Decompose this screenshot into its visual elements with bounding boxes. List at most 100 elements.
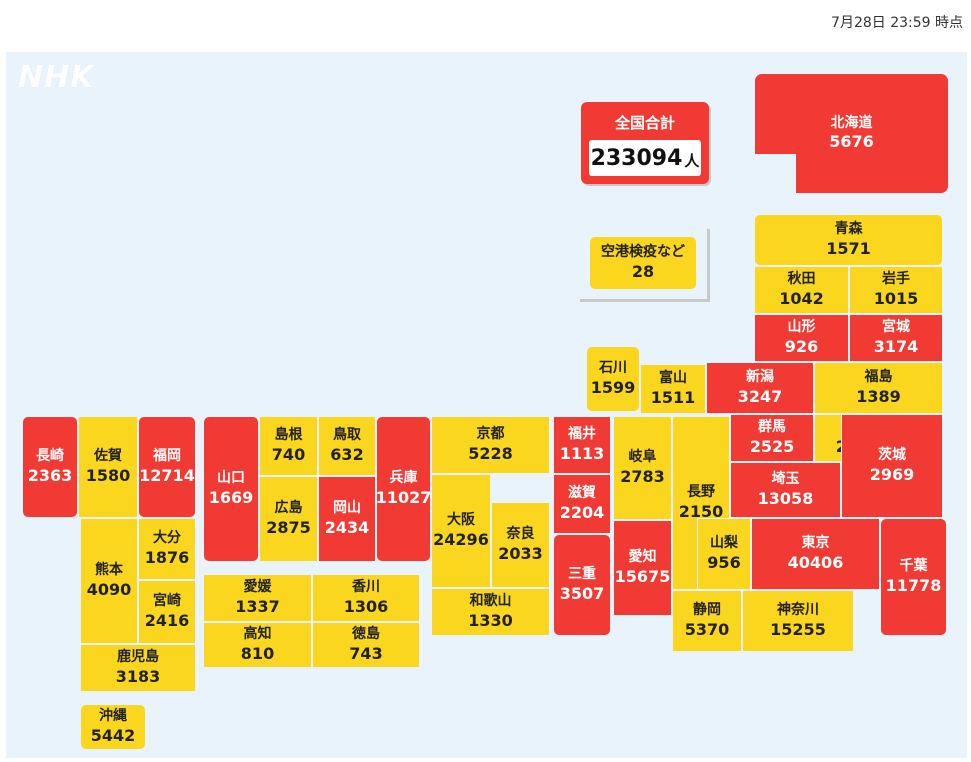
prefecture-count: 2783 [620, 466, 665, 486]
timestamp: 7月28日 23:59 時点 [831, 15, 963, 31]
prefecture-name: 大分 [153, 530, 181, 547]
prefecture-count: 743 [349, 643, 383, 663]
prefecture-aomori: 青森 1571 [754, 214, 943, 266]
prefecture-count: 956 [707, 552, 741, 572]
prefecture-name: 神奈川 [777, 602, 819, 619]
national-total-value-box: 233094 人 [589, 140, 701, 176]
prefecture-count: 15255 [770, 619, 826, 639]
prefecture-ishikawa: 石川 1599 [586, 346, 640, 412]
prefecture-tokyo: 東京 40406 [751, 518, 880, 590]
prefecture-tottori: 鳥取 632 [318, 416, 376, 476]
prefecture-count: 28 [631, 261, 655, 281]
prefecture-count: 1669 [208, 487, 254, 507]
prefecture-count: 1511 [650, 387, 696, 407]
prefecture-count: 2363 [27, 465, 73, 485]
prefecture-count: 3247 [737, 386, 783, 406]
prefecture-akita: 秋田 1042 [754, 266, 849, 314]
prefecture-name: 香川 [352, 579, 380, 596]
prefecture-name: 鹿児島 [117, 649, 159, 666]
prefecture-name: 山梨 [710, 535, 738, 552]
prefecture-oita: 大分 1876 [138, 518, 196, 580]
prefecture-osaka: 大阪 24296 [431, 474, 491, 588]
prefecture-name: 三重 [568, 566, 596, 583]
prefecture-count: 1337 [235, 596, 280, 616]
prefecture-count: 1330 [468, 610, 513, 630]
prefecture-name: 山形 [787, 319, 816, 336]
prefecture-mie: 三重 3507 [553, 534, 611, 636]
prefecture-count: 1599 [590, 377, 636, 397]
prefecture-count: 2033 [498, 543, 543, 563]
prefecture-name: 宮崎 [153, 593, 181, 610]
prefecture-name: 石川 [599, 360, 627, 377]
prefecture-name: 秋田 [787, 271, 816, 288]
prefecture-name: 山口 [217, 470, 245, 487]
prefecture-kochi: 高知 810 [203, 622, 312, 668]
prefecture-name: 滋賀 [568, 485, 596, 502]
prefecture-shizuoka: 静岡 5370 [672, 590, 742, 652]
prefecture-name: 広島 [274, 500, 303, 517]
prefecture-saga: 佐賀 1580 [78, 416, 138, 518]
prefecture-name: 福岡 [153, 448, 181, 465]
prefecture-name: 長崎 [36, 448, 64, 465]
prefecture-count: 13058 [757, 488, 814, 508]
prefecture-gifu: 岐阜 2783 [613, 416, 672, 520]
prefecture-wakayama: 和歌山 1330 [431, 588, 550, 636]
prefecture-count: 2525 [749, 436, 795, 456]
prefecture-fukuoka: 福岡 12714 [138, 416, 196, 518]
prefecture-name: 埼玉 [771, 471, 800, 488]
prefecture-shiga: 滋賀 2204 [553, 474, 611, 534]
prefecture-count: 2875 [266, 517, 311, 537]
prefecture-name: 高知 [243, 626, 272, 643]
prefecture-fukui: 福井 1113 [553, 416, 611, 474]
prefecture-count: 12714 [139, 465, 195, 485]
prefecture-name: 福島 [864, 369, 893, 386]
prefecture-kagoshima: 鹿児島 3183 [80, 644, 196, 692]
prefecture-count: 2150 [678, 501, 724, 521]
prefecture-name: 愛媛 [243, 579, 272, 596]
prefecture-count: 5228 [468, 443, 513, 463]
prefecture-count: 1306 [343, 596, 389, 616]
prefecture-name: 北海道 [830, 114, 873, 131]
prefecture-count: 1580 [85, 465, 131, 485]
prefecture-shimane: 島根 740 [259, 416, 318, 476]
prefecture-name: 東京 [801, 535, 830, 552]
prefecture-name: 兵庫 [389, 470, 418, 487]
prefecture-count: 2416 [144, 610, 190, 630]
prefecture-yamaguchi: 山口 1669 [203, 416, 259, 562]
prefecture-aichi: 愛知 15675 [613, 520, 672, 616]
prefecture-count: 810 [240, 643, 275, 663]
prefecture-count: 3183 [115, 666, 161, 686]
prefecture-name: 岐阜 [628, 449, 657, 466]
prefecture-name: 新潟 [746, 369, 774, 386]
prefecture-name: 群馬 [758, 419, 786, 436]
prefecture-name: 和歌山 [469, 593, 512, 610]
prefecture-count: 1042 [779, 288, 824, 308]
nhk-logo: NHK [18, 60, 95, 95]
prefecture-name: 鳥取 [333, 427, 361, 444]
prefecture-miyagi: 宮城 3174 [849, 314, 943, 362]
prefecture-kyoto: 京都 5228 [431, 416, 550, 474]
prefecture-name: 静岡 [693, 602, 721, 619]
prefecture-name: 青森 [834, 221, 863, 238]
prefecture-name: 大阪 [447, 512, 475, 529]
prefecture-kagawa: 香川 1306 [312, 574, 420, 622]
prefecture-yamagata: 山形 926 [754, 314, 849, 362]
prefecture-name: 岡山 [333, 500, 361, 517]
prefecture-chiba: 千葉 11778 [880, 518, 947, 636]
prefecture-saitama: 埼玉 13058 [730, 462, 841, 518]
prefecture-count: 2434 [324, 517, 370, 537]
prefecture-name: 茨城 [878, 447, 906, 464]
prefecture-name: 京都 [476, 426, 505, 443]
airport-box-shadow [580, 229, 710, 302]
national-total-value: 233094 [590, 145, 683, 171]
prefecture-name: 愛知 [628, 549, 657, 566]
prefecture-ibaraki: 茨城 2969 [841, 414, 943, 518]
prefecture-count: 1876 [144, 547, 190, 567]
national-total-label: 全国合計 [614, 114, 675, 132]
prefecture-kanagawa: 神奈川 15255 [742, 590, 854, 652]
prefecture-name: 徳島 [352, 626, 380, 643]
prefecture-toyama: 富山 1511 [640, 364, 706, 414]
prefecture-gunma: 群馬 2525 [730, 414, 814, 462]
prefecture-count: 24296 [433, 529, 489, 549]
prefecture-nagasaki: 長崎 2363 [22, 416, 78, 518]
